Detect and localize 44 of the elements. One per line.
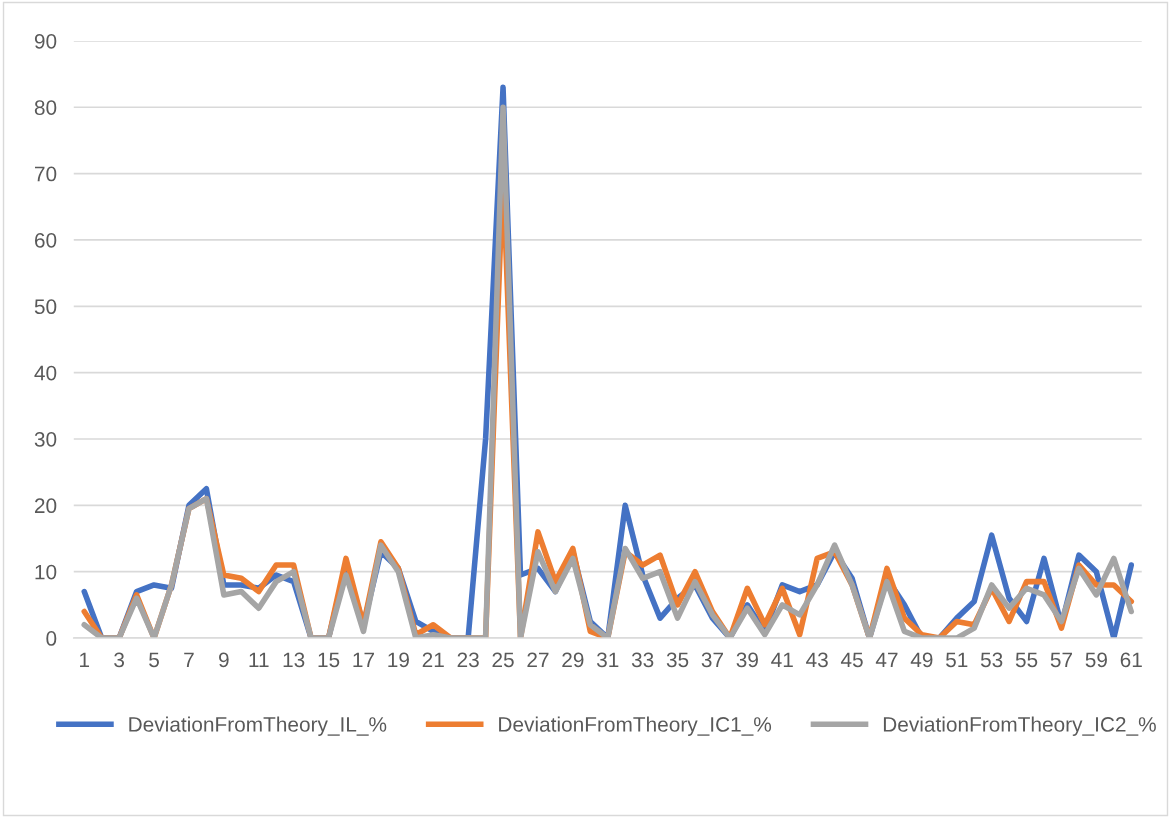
- legend-label: DeviationFromTheory_IC2_%: [883, 716, 1156, 736]
- x-tick-label: 41: [771, 652, 793, 668]
- x-tick-label: 11: [249, 652, 269, 668]
- x-tick-label: 25: [492, 652, 514, 668]
- x-tick-label: 55: [1015, 652, 1038, 668]
- x-tick-label: 7: [184, 652, 194, 668]
- x-tick-label: 9: [219, 652, 229, 668]
- x-tick-label: 61: [1120, 652, 1142, 668]
- x-tick-label: 33: [631, 652, 654, 668]
- y-tick-label: 50: [34, 299, 57, 315]
- x-tick-label: 49: [910, 652, 933, 668]
- y-tick-label: 0: [46, 631, 57, 646]
- y-tick-label: 30: [34, 431, 57, 447]
- y-tick-label: 80: [34, 100, 57, 115]
- x-tick-label: 15: [318, 652, 340, 668]
- x-tick-label: 21: [422, 652, 444, 668]
- x-tick-label: 3: [114, 652, 125, 668]
- x-tick-label: 35: [666, 652, 689, 668]
- y-tick-label: 90: [34, 33, 57, 49]
- y-tick-label: 60: [34, 232, 57, 248]
- x-tick-label: 5: [149, 652, 159, 668]
- x-tick-label: 47: [875, 652, 898, 668]
- x-tick-label: 45: [840, 652, 863, 668]
- x-tick-label: 39: [736, 652, 758, 668]
- x-tick-label: 29: [562, 652, 584, 668]
- legend-label: DeviationFromTheory_IL_%: [129, 716, 387, 736]
- x-tick-label: 59: [1085, 652, 1107, 668]
- y-tick-label: 20: [34, 498, 57, 514]
- x-tick-label: 13: [283, 652, 305, 668]
- legend-label: DeviationFromTheory_IC1_%: [499, 716, 772, 736]
- x-tick-label: 57: [1050, 652, 1072, 668]
- x-tick-label: 1: [80, 652, 90, 668]
- x-tick-label: 53: [980, 652, 1003, 668]
- x-tick-label: 23: [457, 652, 479, 668]
- x-tick-label: 31: [596, 652, 619, 668]
- x-tick-label: 17: [353, 652, 374, 668]
- x-tick-label: 27: [527, 652, 549, 668]
- x-tick-label: 19: [388, 652, 409, 668]
- y-tick-label: 70: [35, 166, 57, 182]
- x-tick-label: 43: [806, 652, 828, 668]
- y-tick-label: 10: [35, 564, 57, 580]
- x-tick-label: 37: [701, 652, 723, 668]
- x-tick-label: 51: [946, 652, 968, 668]
- y-tick-label: 40: [34, 365, 57, 381]
